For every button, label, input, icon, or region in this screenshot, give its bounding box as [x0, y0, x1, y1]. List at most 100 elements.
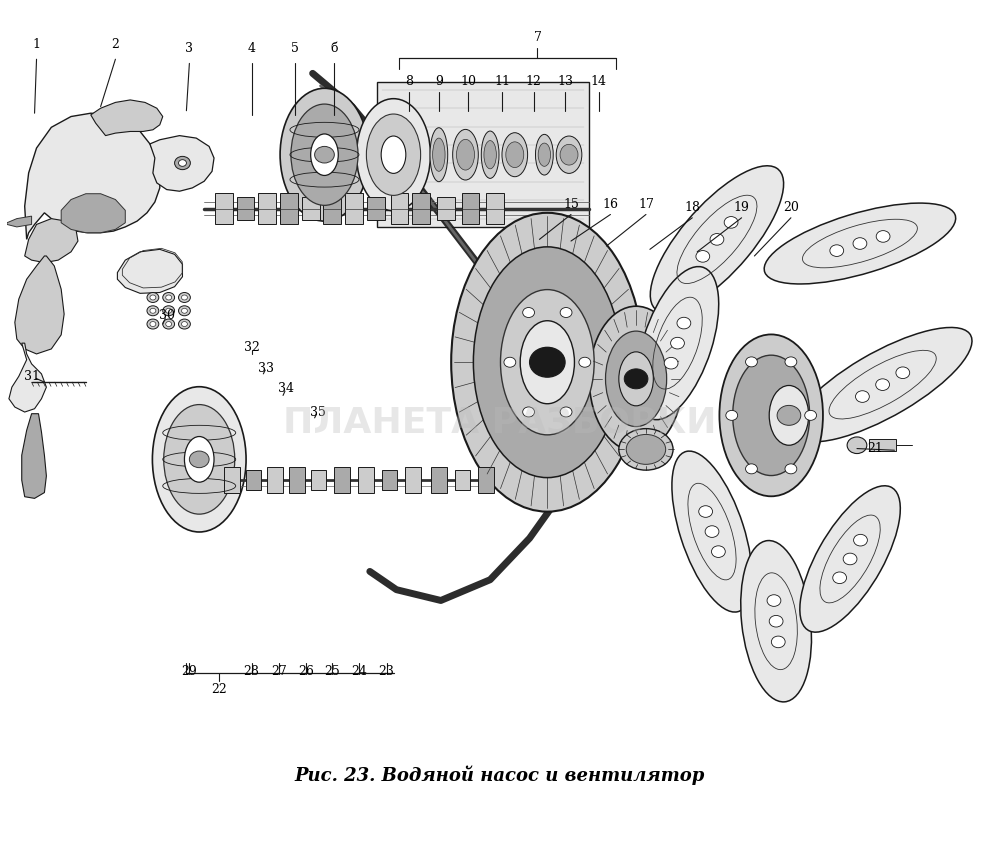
Circle shape	[179, 319, 190, 329]
Ellipse shape	[152, 387, 246, 532]
Circle shape	[166, 308, 172, 313]
Text: 30: 30	[159, 309, 175, 322]
Text: 9: 9	[435, 75, 443, 88]
Bar	[280, 193, 298, 225]
Circle shape	[677, 317, 691, 329]
Circle shape	[769, 615, 783, 627]
Circle shape	[699, 506, 713, 517]
Circle shape	[163, 319, 175, 329]
Ellipse shape	[433, 138, 445, 171]
Circle shape	[711, 546, 725, 557]
Bar	[334, 467, 350, 494]
Circle shape	[315, 146, 334, 163]
Text: 20: 20	[783, 202, 799, 214]
Circle shape	[147, 319, 159, 329]
Circle shape	[579, 357, 591, 367]
Ellipse shape	[484, 141, 496, 169]
Ellipse shape	[733, 355, 810, 475]
Ellipse shape	[311, 134, 338, 176]
Circle shape	[876, 379, 890, 391]
Ellipse shape	[451, 213, 643, 511]
Bar	[382, 470, 397, 490]
Bar	[302, 197, 320, 220]
Text: 11: 11	[494, 75, 510, 88]
Text: 29: 29	[182, 664, 197, 678]
Text: 16: 16	[602, 198, 618, 211]
Ellipse shape	[719, 334, 823, 496]
Circle shape	[833, 572, 847, 583]
Text: 19: 19	[734, 202, 750, 214]
Text: 26: 26	[298, 664, 314, 678]
Polygon shape	[7, 216, 32, 227]
Text: 31: 31	[24, 370, 40, 383]
Ellipse shape	[506, 142, 524, 168]
Bar	[258, 193, 276, 225]
Circle shape	[147, 293, 159, 302]
Circle shape	[854, 534, 867, 546]
Circle shape	[624, 369, 648, 389]
Text: 5: 5	[291, 42, 299, 55]
Circle shape	[671, 338, 684, 349]
Text: 12: 12	[526, 75, 541, 88]
Ellipse shape	[520, 321, 574, 403]
Bar	[462, 193, 479, 225]
Circle shape	[163, 306, 175, 316]
Ellipse shape	[381, 136, 406, 173]
Text: 34: 34	[278, 382, 294, 395]
Ellipse shape	[556, 136, 582, 173]
Text: 8: 8	[405, 75, 413, 88]
Ellipse shape	[500, 289, 594, 435]
Bar	[405, 467, 421, 494]
Ellipse shape	[366, 114, 421, 195]
Circle shape	[150, 295, 156, 300]
Ellipse shape	[619, 429, 673, 470]
Ellipse shape	[589, 306, 683, 452]
Ellipse shape	[769, 386, 809, 446]
Circle shape	[724, 217, 738, 228]
Circle shape	[805, 410, 817, 420]
Circle shape	[830, 245, 844, 257]
Bar	[377, 82, 589, 227]
Circle shape	[771, 636, 785, 647]
Ellipse shape	[672, 451, 752, 612]
Text: 1: 1	[33, 38, 41, 51]
Circle shape	[175, 156, 190, 170]
Circle shape	[856, 391, 869, 403]
Ellipse shape	[741, 540, 812, 702]
Text: 24: 24	[351, 664, 367, 678]
Bar	[311, 470, 326, 490]
Circle shape	[523, 307, 535, 317]
Circle shape	[163, 293, 175, 302]
Text: 7: 7	[534, 31, 541, 44]
Circle shape	[843, 553, 857, 565]
Ellipse shape	[291, 104, 358, 205]
Text: 21: 21	[867, 442, 883, 455]
Text: ПЛАНЕТА РАЗБОРКИ: ПЛАНЕТА РАЗБОРКИ	[283, 405, 717, 439]
Text: 4: 4	[248, 42, 256, 55]
Circle shape	[530, 347, 565, 377]
Polygon shape	[25, 219, 78, 262]
Text: 3: 3	[185, 42, 193, 55]
Bar	[267, 467, 283, 494]
Text: 35: 35	[310, 405, 326, 419]
Ellipse shape	[457, 139, 474, 170]
Text: 14: 14	[591, 75, 607, 88]
Text: 17: 17	[638, 198, 654, 211]
Circle shape	[847, 437, 867, 453]
Circle shape	[166, 295, 172, 300]
Text: 13: 13	[557, 75, 573, 88]
Text: 18: 18	[684, 202, 700, 214]
Text: 32: 32	[244, 341, 259, 354]
Circle shape	[560, 407, 572, 417]
Ellipse shape	[619, 352, 653, 406]
Polygon shape	[61, 194, 125, 233]
Bar	[869, 440, 896, 451]
Ellipse shape	[481, 131, 499, 178]
Circle shape	[785, 464, 797, 473]
Text: 22: 22	[211, 683, 227, 695]
Ellipse shape	[636, 267, 719, 419]
Circle shape	[664, 357, 678, 369]
Text: 28: 28	[244, 664, 259, 678]
Circle shape	[147, 306, 159, 316]
Bar	[224, 467, 240, 494]
